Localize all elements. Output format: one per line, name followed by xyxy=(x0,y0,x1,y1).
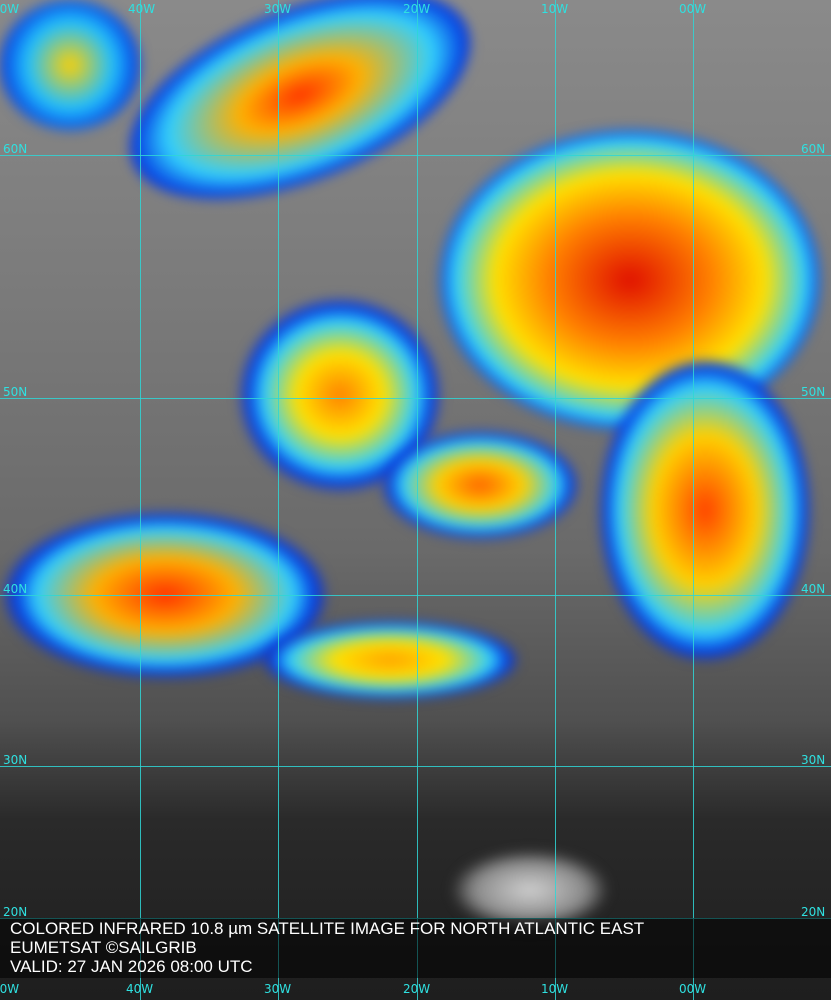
lon-label-top: 00W xyxy=(679,2,707,16)
lon-label-bottom: 40W xyxy=(126,982,154,996)
image-caption: COLORED INFRARED 10.8 µm SATELLITE IMAGE… xyxy=(0,918,831,978)
cloud-storm-tail xyxy=(600,360,810,660)
lat-label-left: 60N xyxy=(3,142,28,156)
lon-label-bottom: 20W xyxy=(403,982,431,996)
lon-label-top: 10W xyxy=(541,2,569,16)
lon-label-bottom: 10W xyxy=(541,982,569,996)
lat-label-right: 30N xyxy=(801,753,826,767)
lon-label-top: 40W xyxy=(128,2,156,16)
lat-label-left: 20N xyxy=(3,905,28,919)
caption-valid-time: VALID: 27 JAN 2026 08:00 UTC xyxy=(10,957,253,976)
cloud-sahara xyxy=(450,850,610,930)
caption-credit: EUMETSAT ©SAILGRIB xyxy=(10,938,197,957)
lon-label-bottom: 50W xyxy=(0,982,20,996)
parallel-40n xyxy=(0,595,831,596)
lat-label-left: 40N xyxy=(3,582,28,596)
parallel-50n xyxy=(0,398,831,399)
parallel-30n xyxy=(0,766,831,767)
lon-label-bottom: 30W xyxy=(264,982,292,996)
lat-label-right: 50N xyxy=(801,385,826,399)
caption-title: COLORED INFRARED 10.8 µm SATELLITE IMAGE… xyxy=(10,919,645,938)
cloud-north-band xyxy=(101,0,499,242)
meridian-40w xyxy=(140,0,141,1000)
cloud-central xyxy=(380,430,580,540)
cloud-south-band xyxy=(260,620,520,700)
lat-label-right: 40N xyxy=(801,582,826,596)
lon-label-bottom: 00W xyxy=(679,982,707,996)
meridian-10w xyxy=(555,0,556,1000)
lat-label-left: 30N xyxy=(3,753,28,767)
lon-label-top: 50W xyxy=(0,2,20,16)
lat-label-right: 20N xyxy=(801,905,826,919)
lon-label-top: 20W xyxy=(403,2,431,16)
lat-label-right: 60N xyxy=(801,142,826,156)
lon-label-top: 30W xyxy=(264,2,292,16)
meridian-20w xyxy=(417,0,418,1000)
cloud-greenland xyxy=(0,0,140,130)
meridian-00w xyxy=(693,0,694,1000)
parallel-60n xyxy=(0,155,831,156)
meridian-30w xyxy=(278,0,279,1000)
lat-label-left: 50N xyxy=(3,385,28,399)
